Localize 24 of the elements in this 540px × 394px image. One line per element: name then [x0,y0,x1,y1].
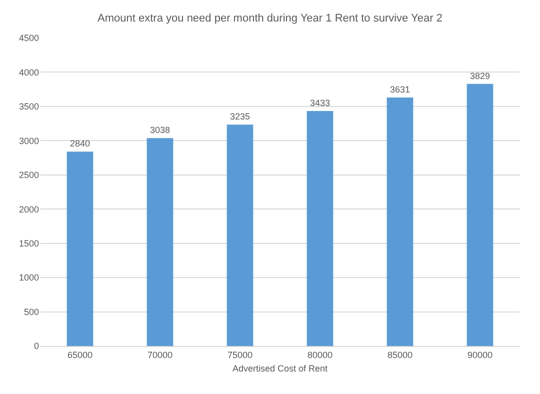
y-tick-label: 4500 [18,33,39,44]
y-tick-label: 2000 [18,204,39,214]
y-tick-label: 1500 [18,238,39,248]
x-tick-label: 70000 [147,350,173,360]
x-tick-label: 80000 [307,350,333,360]
y-tick-label: 1000 [18,272,39,283]
data-label: 3631 [390,84,410,94]
y-tick-label: 2500 [18,170,39,180]
x-tick-label: 75000 [227,350,253,360]
y-tick-label: 3500 [18,102,39,112]
data-label: 3433 [310,98,330,108]
y-tick-label: 3000 [18,136,39,146]
data-label: 3235 [230,112,250,122]
x-tick-label: 85000 [387,350,413,360]
y-tick-label: 0 [34,341,39,352]
data-label: 2840 [70,138,90,149]
x-tick-label: 90000 [467,350,493,360]
x-tick-label: 65000 [67,350,93,360]
y-tick-label: 500 [24,306,39,317]
x-axis-title: Advertised Cost of Rent [232,364,328,374]
data-label: 3829 [470,70,490,81]
y-tick-label: 4000 [18,67,39,78]
chart-title: Amount extra you need per month during Year 1 Rent to survive Year 2 [98,12,442,24]
data-label: 3038 [150,125,170,136]
